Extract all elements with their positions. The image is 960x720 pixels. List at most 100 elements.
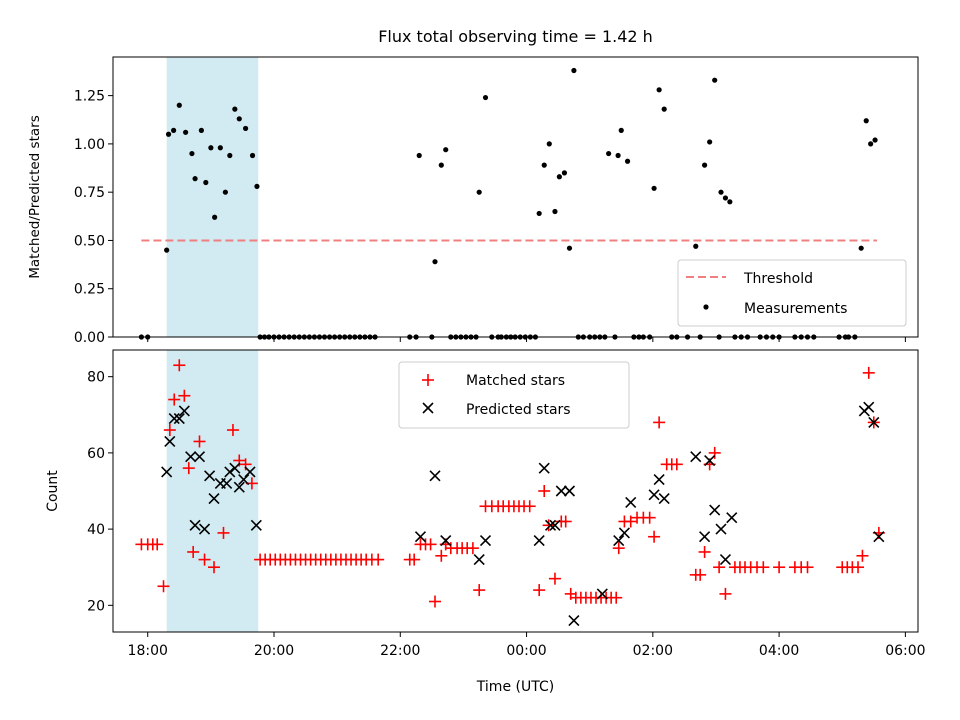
predicted-star-point bbox=[690, 451, 702, 463]
matched-star-point bbox=[163, 424, 176, 437]
predicted-star-point bbox=[244, 466, 256, 478]
predicted-star-point bbox=[164, 435, 176, 448]
measurement-point bbox=[661, 106, 667, 112]
matched-star-point bbox=[208, 561, 221, 574]
y-tick-label: 1.25 bbox=[74, 89, 105, 105]
matched-star-point bbox=[157, 580, 170, 593]
matched-star-point bbox=[372, 553, 385, 566]
measurement-point bbox=[541, 162, 547, 168]
measurement-point bbox=[858, 245, 864, 251]
predicted-star-point bbox=[208, 493, 220, 505]
measurement-point bbox=[618, 127, 624, 133]
predicted-star-point bbox=[715, 523, 727, 535]
measurement-point bbox=[203, 179, 209, 186]
predicted-star-point bbox=[414, 531, 427, 543]
measurement-point bbox=[651, 185, 657, 191]
measurement-point bbox=[624, 158, 631, 164]
matched-star-point bbox=[559, 515, 572, 528]
measurement-point bbox=[208, 145, 214, 151]
matched-star-point bbox=[187, 545, 200, 558]
legend-measurements-label: Measurements bbox=[744, 301, 847, 317]
count-axes-frame bbox=[112, 349, 919, 633]
matched-star-point bbox=[226, 424, 239, 437]
predicted-star-point bbox=[618, 527, 630, 539]
measurement-point bbox=[212, 214, 218, 220]
x-tick-label: 06:00 bbox=[885, 643, 925, 659]
matched-star-point bbox=[856, 549, 869, 562]
matched-star-point bbox=[429, 595, 441, 608]
predicted-star-point bbox=[648, 489, 660, 501]
measurement-point bbox=[722, 195, 729, 201]
matched-star-point bbox=[698, 545, 711, 558]
predicted-star-point bbox=[625, 496, 637, 508]
matched-star-point bbox=[473, 584, 486, 597]
matched-star-point bbox=[151, 538, 164, 551]
predicted-star-point bbox=[238, 474, 250, 486]
predicted-star-point bbox=[185, 451, 197, 463]
predicted-star-point bbox=[479, 534, 492, 547]
measurement-point bbox=[192, 176, 198, 182]
matched-star-point bbox=[757, 561, 770, 574]
measurement-point bbox=[571, 67, 577, 74]
matched-star-point bbox=[182, 462, 195, 475]
measurement-point bbox=[227, 152, 233, 159]
predicted-star-point bbox=[533, 534, 545, 547]
measurement-point bbox=[863, 118, 869, 124]
predicted-star-point bbox=[555, 485, 567, 497]
y-tick-label: 40 bbox=[87, 522, 105, 538]
y-tick-label: 60 bbox=[87, 446, 105, 462]
measurement-point bbox=[164, 247, 170, 253]
matched-star-point bbox=[538, 485, 551, 497]
matched-star-point bbox=[852, 561, 865, 574]
legend-matched-swatch bbox=[422, 374, 434, 386]
ratio-panel: 0.00 0.25 0.50 0.75 1.00 1.25 Flux total obse… bbox=[27, 27, 919, 346]
predicted-star-point bbox=[161, 466, 173, 478]
predicted-star-point bbox=[193, 451, 206, 463]
y-tick-label: 0.50 bbox=[74, 233, 105, 249]
matched-star-point bbox=[542, 519, 555, 532]
measurement-point bbox=[606, 150, 612, 157]
x-tick-label: 04:00 bbox=[759, 643, 799, 659]
predicted-star-point bbox=[863, 401, 875, 413]
matched-star-point bbox=[173, 359, 186, 372]
predicted-star-point bbox=[440, 534, 452, 547]
measurement-point bbox=[536, 210, 542, 217]
measurement-point bbox=[707, 139, 713, 145]
matched-star-point bbox=[708, 446, 721, 459]
predicted-star-point bbox=[873, 531, 885, 543]
measurement-point bbox=[872, 137, 878, 143]
legend-predicted-swatch bbox=[422, 402, 434, 414]
matched-star-point bbox=[648, 530, 661, 543]
matched-star-point bbox=[694, 568, 707, 581]
matched-star-point bbox=[523, 500, 536, 513]
matched-star-point bbox=[719, 587, 732, 600]
measurement-point bbox=[176, 102, 182, 108]
y-tick-label: 0.00 bbox=[74, 330, 105, 346]
matched-star-point bbox=[612, 542, 625, 555]
measurement-point bbox=[443, 147, 449, 153]
measurement-point bbox=[432, 259, 438, 265]
predicted-star-point bbox=[868, 416, 880, 428]
y-tick-label: 0.25 bbox=[74, 282, 105, 298]
x-tick-label: 22:00 bbox=[380, 643, 420, 659]
matched-star-point bbox=[466, 542, 479, 555]
predicted-star-point bbox=[233, 481, 245, 493]
predicted-star-point bbox=[473, 554, 485, 566]
matched-star-point bbox=[610, 591, 623, 604]
predicted-star-point bbox=[544, 519, 557, 531]
measurement-point bbox=[438, 162, 444, 168]
measurement-point bbox=[232, 106, 238, 112]
ratio-legend: Threshold Measurements bbox=[677, 259, 907, 327]
observing-window-shade bbox=[166, 57, 259, 337]
predicted-star-point bbox=[538, 462, 550, 474]
predicted-star-point bbox=[204, 470, 216, 482]
predicted-star-point bbox=[173, 413, 185, 425]
measurement-point bbox=[222, 189, 228, 195]
measurement-point bbox=[701, 162, 708, 168]
measurement-point bbox=[552, 208, 558, 215]
matched-star-point bbox=[862, 366, 875, 379]
y-tick-label: 0.75 bbox=[74, 185, 105, 201]
predicted-star-point bbox=[726, 512, 738, 524]
y-tick-label: 20 bbox=[87, 598, 105, 614]
